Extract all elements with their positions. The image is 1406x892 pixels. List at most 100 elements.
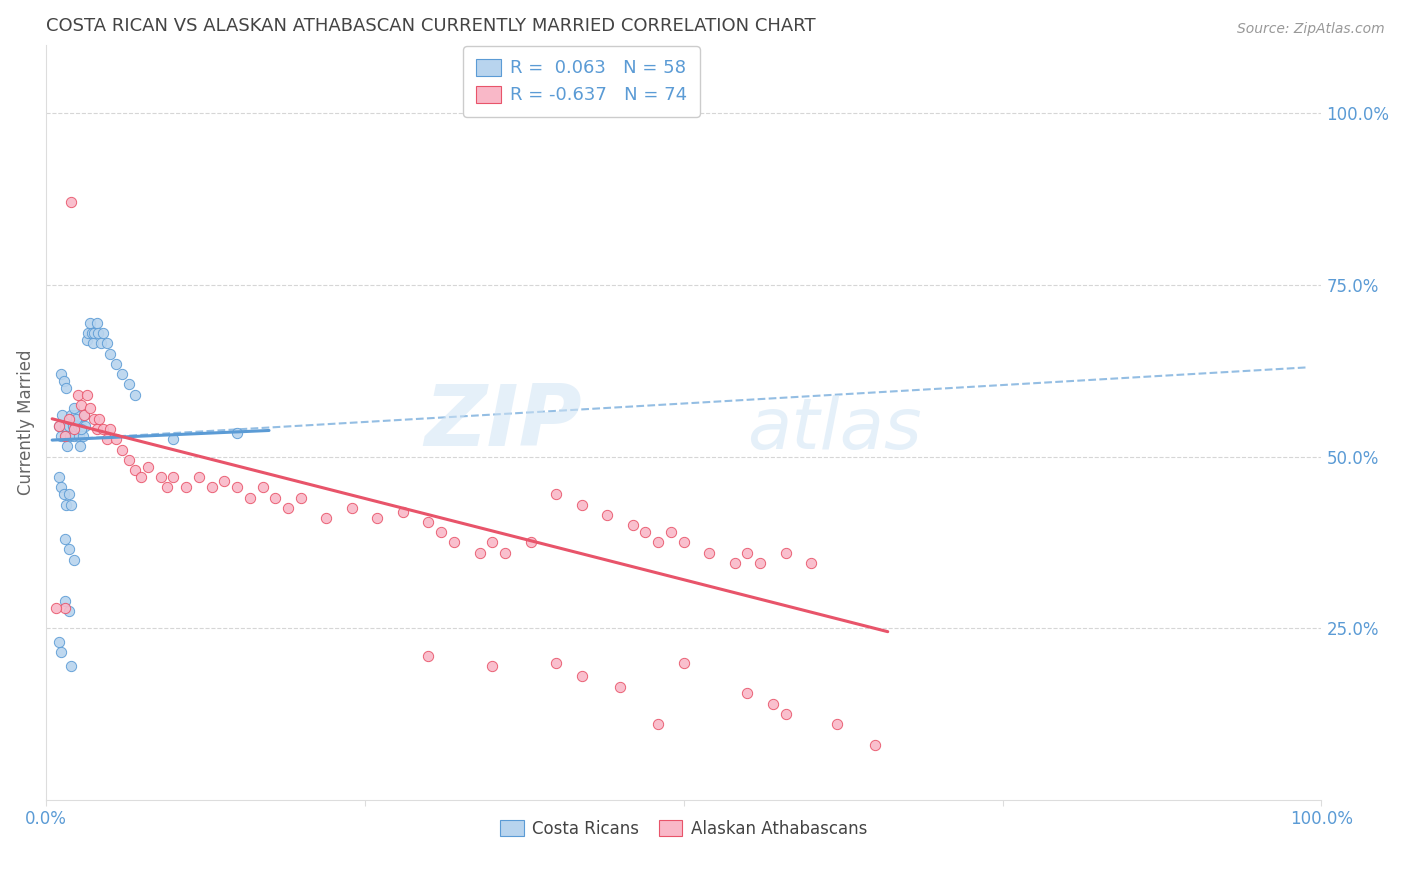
- Point: [104, 357, 127, 371]
- Point: [55, 429, 77, 443]
- Point: [55, 498, 77, 512]
- Point: [315, 511, 337, 525]
- Point: [60, 409, 83, 423]
- Point: [647, 535, 669, 549]
- Point: [252, 480, 274, 494]
- Point: [277, 501, 299, 516]
- Point: [737, 686, 759, 700]
- Point: [659, 525, 682, 540]
- Point: [468, 546, 491, 560]
- Point: [825, 717, 848, 731]
- Point: [775, 707, 797, 722]
- Point: [136, 459, 159, 474]
- Point: [77, 326, 100, 340]
- Point: [86, 316, 108, 330]
- Point: [86, 422, 108, 436]
- Point: [124, 463, 146, 477]
- Point: [118, 453, 141, 467]
- Point: [201, 480, 224, 494]
- Point: [63, 418, 86, 433]
- Point: [111, 367, 134, 381]
- Point: [214, 474, 236, 488]
- Text: Source: ZipAtlas.com: Source: ZipAtlas.com: [1237, 22, 1385, 37]
- Point: [98, 422, 121, 436]
- Point: [87, 326, 110, 340]
- Point: [60, 195, 83, 210]
- Point: [96, 433, 118, 447]
- Point: [672, 535, 695, 549]
- Point: [72, 429, 94, 443]
- Point: [392, 504, 415, 518]
- Point: [48, 470, 70, 484]
- Point: [187, 470, 209, 484]
- Point: [62, 418, 84, 433]
- Point: [49, 429, 72, 443]
- Point: [544, 656, 567, 670]
- Point: [83, 326, 105, 340]
- Point: [290, 491, 312, 505]
- Point: [481, 535, 503, 549]
- Point: [55, 381, 77, 395]
- Point: [366, 511, 388, 525]
- Point: [749, 556, 772, 570]
- Point: [863, 738, 886, 752]
- Point: [63, 429, 86, 443]
- Point: [48, 635, 70, 649]
- Point: [66, 418, 89, 433]
- Y-axis label: Currently Married: Currently Married: [17, 350, 35, 495]
- Point: [634, 525, 657, 540]
- Point: [96, 336, 118, 351]
- Point: [621, 518, 644, 533]
- Point: [418, 515, 440, 529]
- Point: [60, 498, 83, 512]
- Point: [162, 470, 184, 484]
- Point: [76, 333, 98, 347]
- Point: [104, 433, 127, 447]
- Point: [430, 525, 453, 540]
- Text: atlas: atlas: [748, 395, 922, 464]
- Point: [49, 367, 72, 381]
- Point: [70, 422, 93, 436]
- Point: [65, 409, 87, 423]
- Point: [609, 680, 631, 694]
- Point: [226, 480, 249, 494]
- Point: [162, 433, 184, 447]
- Legend: Costa Ricans, Alaskan Athabascans: Costa Ricans, Alaskan Athabascans: [494, 814, 873, 845]
- Point: [131, 470, 153, 484]
- Point: [69, 439, 91, 453]
- Point: [672, 656, 695, 670]
- Point: [340, 501, 363, 516]
- Point: [75, 418, 97, 433]
- Point: [58, 487, 80, 501]
- Point: [91, 422, 114, 436]
- Point: [239, 491, 262, 505]
- Point: [418, 648, 440, 663]
- Text: ZIP: ZIP: [425, 381, 582, 464]
- Point: [83, 412, 105, 426]
- Point: [63, 401, 86, 416]
- Point: [724, 556, 747, 570]
- Point: [58, 418, 80, 433]
- Point: [571, 669, 593, 683]
- Point: [48, 418, 70, 433]
- Point: [49, 480, 72, 494]
- Point: [544, 487, 567, 501]
- Point: [647, 717, 669, 731]
- Point: [174, 480, 197, 494]
- Point: [73, 409, 96, 423]
- Point: [51, 409, 73, 423]
- Text: COSTA RICAN VS ALASKAN ATHABASCAN CURRENTLY MARRIED CORRELATION CHART: COSTA RICAN VS ALASKAN ATHABASCAN CURREN…: [46, 17, 815, 35]
- Point: [63, 422, 86, 436]
- Point: [63, 552, 86, 566]
- Point: [775, 546, 797, 560]
- Point: [58, 542, 80, 557]
- Point: [73, 409, 96, 423]
- Point: [53, 418, 76, 433]
- Point: [53, 594, 76, 608]
- Point: [66, 388, 89, 402]
- Point: [118, 377, 141, 392]
- Point: [111, 442, 134, 457]
- Point: [52, 374, 75, 388]
- Point: [65, 412, 87, 426]
- Point: [98, 346, 121, 360]
